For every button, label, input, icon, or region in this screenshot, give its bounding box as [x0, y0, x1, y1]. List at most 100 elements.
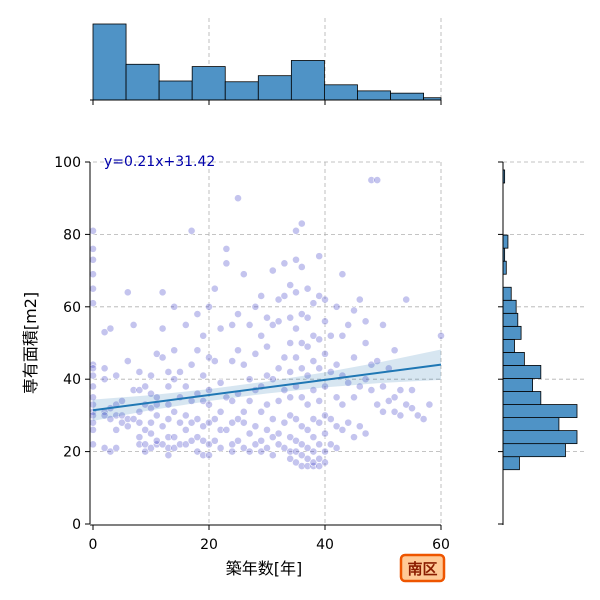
scatter-point: [332, 422, 341, 431]
top-hist-bar: [92, 23, 127, 101]
scatter-point: [112, 371, 121, 380]
scatter-point: [228, 397, 237, 405]
scatter-point: [263, 313, 271, 322]
scatter-point: [89, 255, 97, 264]
scatter-point: [297, 310, 306, 318]
scatter-point: [181, 382, 190, 391]
scatter-point: [350, 306, 358, 315]
scatter-point: [89, 440, 97, 449]
scatter-point: [245, 375, 254, 384]
regression-equation: y=0.21x+31.42: [104, 154, 215, 170]
top-hist-bar: [224, 81, 259, 101]
scatter-point: [384, 397, 393, 405]
regression-line: [92, 349, 442, 421]
scatter-point: [315, 252, 324, 261]
scatter-point: [355, 295, 364, 304]
scatter-point: [315, 397, 324, 405]
scatter-point: [141, 425, 150, 434]
scatter-point: [286, 393, 295, 402]
scatter-point: [297, 263, 306, 271]
scatter-point: [303, 313, 312, 322]
scatter-point: [100, 328, 109, 337]
scatter-point: [187, 418, 196, 427]
scatter-point: [321, 411, 329, 420]
right-hist-bar: [502, 456, 520, 471]
scatter-point: [315, 335, 324, 344]
scatter-point: [315, 292, 324, 300]
scatter-point: [239, 418, 248, 427]
scatter-point: [239, 360, 248, 369]
scatter-point: [309, 331, 318, 340]
scatter-point: [286, 433, 295, 442]
scatter-point: [274, 317, 283, 326]
scatter-point: [332, 393, 341, 402]
scatter-point: [216, 324, 225, 333]
y-axis-label: 専有面積[m2]: [21, 292, 40, 394]
scatter-point: [332, 444, 341, 452]
scatter-point: [355, 382, 364, 391]
scatter-point: [199, 331, 208, 340]
scatter-point: [292, 458, 300, 467]
scatter-point: [361, 339, 370, 347]
scatter-point: [396, 386, 405, 394]
scatter-point: [280, 353, 289, 362]
scatter-point: [303, 400, 312, 409]
scatter-point: [187, 360, 196, 369]
scatter-point: [245, 397, 254, 405]
right-hist-bar: [502, 286, 512, 301]
scatter-point: [361, 317, 370, 326]
scatter-point: [176, 418, 184, 427]
scatter-point: [222, 425, 231, 434]
scatter-point: [303, 371, 312, 380]
scatter-point: [170, 302, 179, 311]
scatter-point: [216, 378, 225, 387]
scatter-point: [292, 288, 300, 297]
scatter-point: [257, 436, 266, 445]
scatter-point: [89, 382, 97, 391]
scatter-point: [164, 382, 173, 391]
top-hist-bar: [125, 63, 160, 101]
scatter-point: [89, 299, 97, 308]
top-hist-bar: [257, 75, 292, 101]
scatter-point: [89, 270, 97, 279]
confidence-band: [93, 349, 441, 421]
scatter-point: [245, 429, 254, 438]
scatter-point: [292, 436, 300, 445]
scatter-point: [210, 357, 219, 365]
scatter-point: [135, 368, 144, 376]
scatter-point: [321, 447, 329, 456]
scatter-point: [205, 440, 213, 449]
scatter-point: [257, 292, 266, 300]
scatter-point: [199, 371, 208, 380]
scatter-point: [321, 458, 329, 467]
scatter-point: [326, 440, 335, 449]
right-hist-bar: [502, 352, 525, 366]
scatter-point: [373, 400, 382, 409]
scatter-point: [297, 451, 306, 460]
scatter-point: [216, 407, 225, 416]
scatter-point: [176, 368, 184, 376]
scatter-point: [292, 324, 300, 333]
scatter-point: [274, 397, 283, 405]
scatter-point: [280, 292, 289, 300]
scatter-point: [373, 176, 382, 184]
scatter-point: [118, 418, 126, 427]
top-hist-bar: [191, 66, 226, 101]
scatter-point: [274, 295, 283, 304]
scatter-point: [390, 407, 399, 416]
scatter-point: [379, 320, 387, 329]
scatter-point: [147, 404, 155, 413]
scatter-point: [257, 407, 266, 416]
scatter-point: [181, 425, 190, 434]
scatter-point: [158, 353, 167, 362]
scatter-point: [158, 440, 167, 449]
scatter-point: [263, 371, 271, 380]
scatter-point: [338, 425, 347, 434]
scatter-point: [419, 415, 428, 423]
scatter-point: [112, 425, 121, 434]
scatter-point: [193, 346, 202, 355]
scatter-point: [164, 444, 173, 452]
scatter-point: [274, 440, 283, 449]
scatter-point: [147, 444, 155, 452]
